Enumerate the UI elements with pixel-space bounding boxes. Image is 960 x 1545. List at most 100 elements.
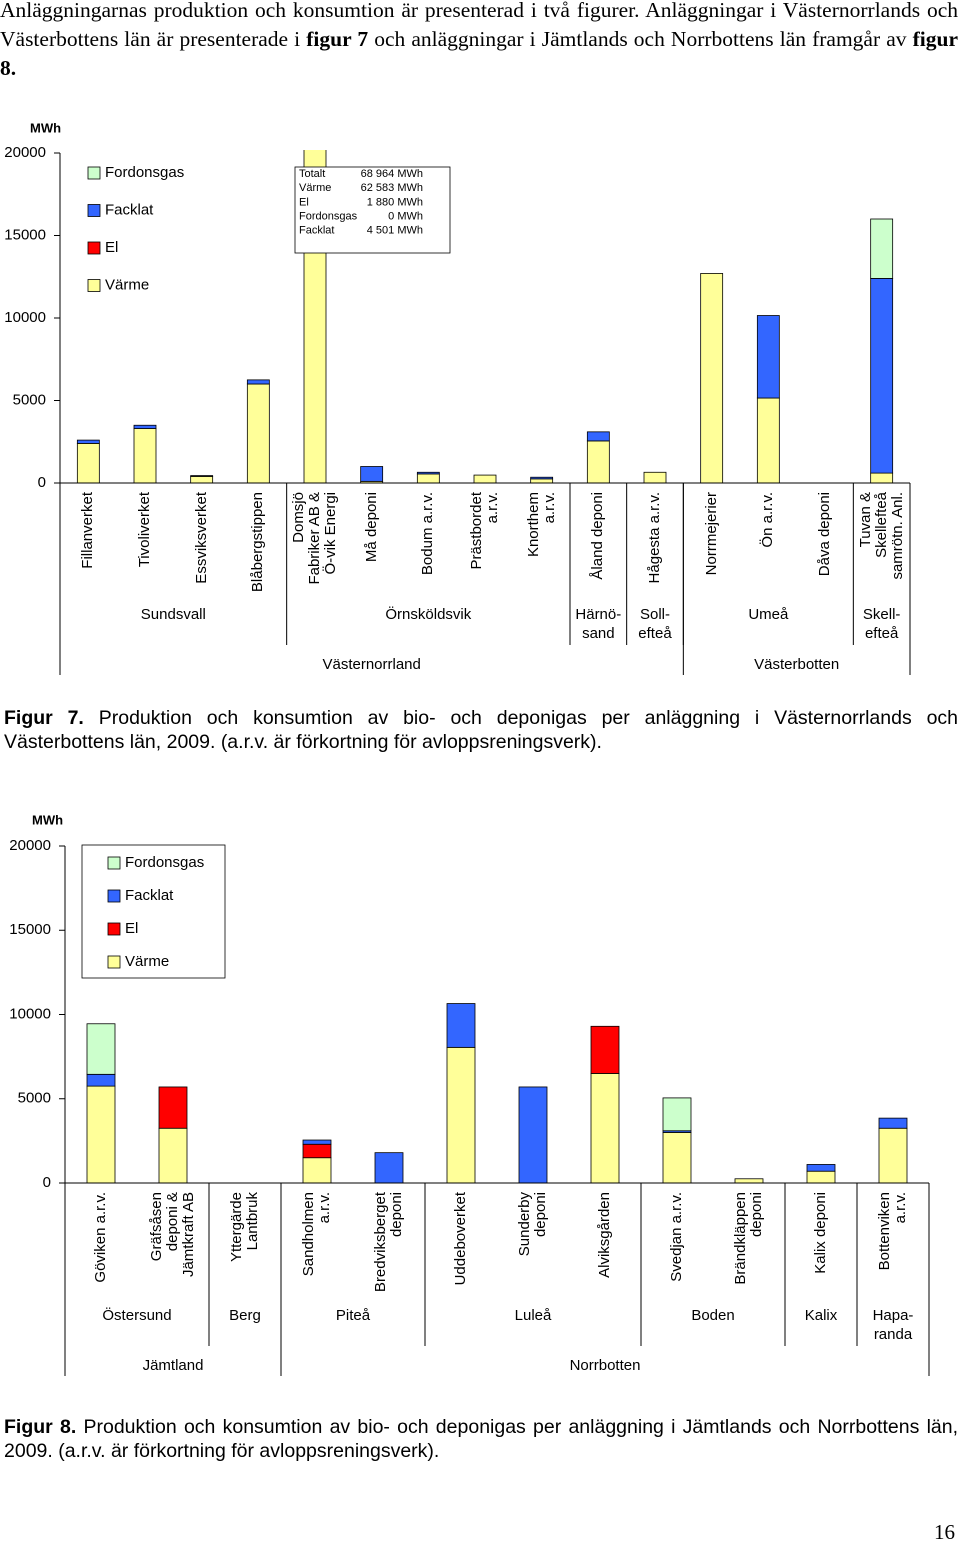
bar-segment xyxy=(662,1132,692,1183)
annotation-value: 1 880 MWh xyxy=(367,196,423,208)
bar-segment xyxy=(756,315,780,399)
group-label: Boden xyxy=(691,1307,735,1324)
y-tick-label: 0 xyxy=(38,474,46,491)
legend-swatch xyxy=(107,856,121,870)
group-label: Östersund xyxy=(102,1307,172,1324)
bar-segment xyxy=(76,439,100,444)
group-label: Hapa- randa xyxy=(872,1307,914,1343)
intro-text: och anläggningar i Jämtlands och Norrbot… xyxy=(374,27,907,51)
bar-segment xyxy=(878,1117,908,1129)
y-tick-label: 10000 xyxy=(9,1005,51,1022)
bar-segment xyxy=(374,1152,404,1183)
bar-segment xyxy=(86,1085,116,1183)
bar-segment xyxy=(158,1086,188,1129)
bar-segment xyxy=(870,472,894,483)
x-tick-label: Tivoliverket xyxy=(136,492,153,568)
x-tick-label: Domsjö Fabriker AB & Ö-vik Energi xyxy=(290,492,339,585)
legend-label: Fordonsgas xyxy=(105,164,184,181)
group-label: Umeå xyxy=(748,606,789,623)
group-label: Skell- efteå xyxy=(862,606,901,642)
bar-segment xyxy=(446,1003,476,1048)
x-tick-label: Göviken a.r.v. xyxy=(92,1192,109,1283)
x-tick-label: Blåbergstippen xyxy=(249,492,267,593)
x-tick-label: Hågesta a.r.v. xyxy=(646,492,663,584)
x-tick-label: Knorthem a.r.v. xyxy=(524,492,558,558)
figure-ref: figur 8. xyxy=(0,27,958,80)
group-label: Västerbotten xyxy=(754,656,840,673)
annotation-value: 62 583 MWh xyxy=(361,182,423,194)
bar-segment xyxy=(806,1170,836,1183)
x-tick-label: Svedjan a.r.v. xyxy=(668,1192,685,1282)
legend-swatch xyxy=(87,279,101,292)
legend-label: El xyxy=(125,920,138,937)
x-tick-label: Yttergärde Lantbruk xyxy=(228,1192,261,1263)
y-tick-label: 20000 xyxy=(4,144,46,161)
legend-label: Värme xyxy=(105,276,149,293)
bar-segment xyxy=(870,218,894,279)
bar-segment xyxy=(756,397,780,483)
x-tick-label: Bodum a.r.v. xyxy=(419,492,437,576)
legend-label: Värme xyxy=(125,953,169,970)
x-tick-label: Må deponi xyxy=(362,492,380,563)
figure-ref: figur 7 xyxy=(306,27,369,51)
annotation-label: Värme xyxy=(299,182,331,194)
bar-segment xyxy=(662,1097,692,1132)
x-tick-label: Prästbordet a.r.v. xyxy=(468,492,501,570)
bar-segment xyxy=(518,1086,548,1183)
bar-segment xyxy=(360,466,384,482)
legend-swatch xyxy=(107,922,121,936)
legend-swatch xyxy=(87,204,101,217)
bar-segment xyxy=(76,442,100,483)
group-label: Soll- efteå xyxy=(638,606,672,642)
legend-label: Fordonsgas xyxy=(125,854,204,871)
bar-segment xyxy=(643,471,667,483)
intro-paragraph: Anläggningarnas produktion och konsumtio… xyxy=(0,0,958,83)
y-tick-label: 5000 xyxy=(18,1090,51,1107)
bar-segment xyxy=(416,471,440,475)
bar-segment xyxy=(734,1178,764,1183)
group-label: Kalix xyxy=(804,1307,838,1324)
x-tick-label: Tuvan & Skellefteå samrötn. Anl. xyxy=(856,492,906,580)
group-label: Härnö- sand xyxy=(575,606,622,642)
bar-segment xyxy=(86,1023,116,1075)
x-tick-label: Alviksgården xyxy=(596,1192,613,1278)
bar-segment xyxy=(302,1143,332,1159)
caption-label: Figur 8. xyxy=(4,1416,77,1438)
bars xyxy=(86,1003,908,1183)
x-tick-label: Essviksverket xyxy=(192,492,210,584)
page-number: 16 xyxy=(934,1520,955,1544)
bar-segment xyxy=(878,1127,908,1183)
legend-label: El xyxy=(105,239,118,256)
bar-segment xyxy=(590,1025,620,1074)
bar-segment xyxy=(246,379,270,385)
legend-box xyxy=(81,844,226,979)
caption-text: Produktion och konsumtion av bio- och de… xyxy=(4,1416,959,1462)
x-tick-label: Uddeboverket xyxy=(452,1192,469,1286)
annotation-value: 68 964 MWh xyxy=(361,168,423,180)
y-tick-label: 20000 xyxy=(9,837,51,854)
intro-text: Anläggningarnas produktion och konsumtio… xyxy=(0,0,958,51)
group-label: Jämtland xyxy=(142,1357,204,1374)
x-tick-label: Dåva deponi xyxy=(816,492,833,577)
x-tick-label: Fillanverket xyxy=(79,492,97,569)
bars xyxy=(76,150,894,483)
group-label: Norrbotten xyxy=(569,1357,641,1374)
y-tick-label: 15000 xyxy=(4,226,46,243)
caption-label: Figur 7. xyxy=(4,707,84,729)
bar-segment xyxy=(133,428,157,483)
bar-segment xyxy=(190,475,214,477)
group-label: Västernorrland xyxy=(322,656,421,673)
bar-segment xyxy=(530,476,554,480)
bar-segment xyxy=(586,440,610,483)
annotation-value: 0 MWh xyxy=(388,211,423,223)
annotation-label: Facklat xyxy=(299,225,334,237)
bar-segment xyxy=(586,431,610,442)
bar-segment xyxy=(806,1164,836,1172)
x-tick-label: Åland deponi xyxy=(589,492,607,580)
annotation-box xyxy=(294,166,451,254)
x-tick-label: Sandholmen a.r.v. xyxy=(300,1192,333,1277)
x-tick-label: Ön a.r.v. xyxy=(759,492,777,548)
x-tick-label: Bredviksberget deponi xyxy=(372,1192,405,1293)
legend-swatch xyxy=(87,166,101,180)
